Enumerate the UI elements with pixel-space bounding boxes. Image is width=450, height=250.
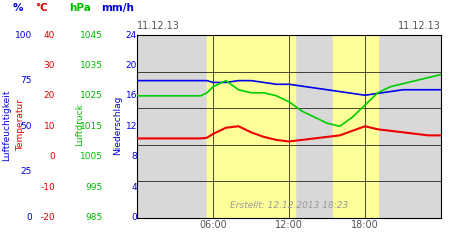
Text: 24: 24 bbox=[126, 30, 137, 40]
Text: 30: 30 bbox=[44, 61, 55, 70]
Text: 20: 20 bbox=[44, 91, 55, 100]
Text: 1035: 1035 bbox=[80, 61, 103, 70]
Text: 10: 10 bbox=[44, 122, 55, 131]
Text: %: % bbox=[13, 3, 23, 13]
Text: hPa: hPa bbox=[69, 3, 91, 13]
Text: 1045: 1045 bbox=[80, 30, 103, 40]
Text: 100: 100 bbox=[15, 30, 32, 40]
Text: 8: 8 bbox=[131, 152, 137, 161]
Text: 25: 25 bbox=[21, 168, 32, 176]
Bar bbox=[207, 35, 296, 218]
Text: 20: 20 bbox=[126, 61, 137, 70]
Text: 0: 0 bbox=[131, 213, 137, 222]
Text: Erstellt: 12.12.2013 18:23: Erstellt: 12.12.2013 18:23 bbox=[230, 201, 348, 210]
Text: °C: °C bbox=[36, 3, 49, 13]
Text: 995: 995 bbox=[86, 182, 103, 192]
Text: 11.12.13: 11.12.13 bbox=[398, 21, 441, 31]
Text: Niederschlag: Niederschlag bbox=[113, 95, 122, 155]
Text: 16: 16 bbox=[126, 91, 137, 100]
Text: 50: 50 bbox=[21, 122, 32, 131]
Text: 985: 985 bbox=[86, 213, 103, 222]
Text: 11.12.13: 11.12.13 bbox=[137, 21, 180, 31]
Text: 1015: 1015 bbox=[80, 122, 103, 131]
Text: 75: 75 bbox=[21, 76, 32, 85]
Text: Temperatur: Temperatur bbox=[17, 99, 26, 151]
Text: 4: 4 bbox=[131, 182, 137, 192]
Text: 1005: 1005 bbox=[80, 152, 103, 161]
Text: -20: -20 bbox=[40, 213, 55, 222]
Text: 12: 12 bbox=[126, 122, 137, 131]
Text: 0: 0 bbox=[49, 152, 55, 161]
Text: -10: -10 bbox=[40, 182, 55, 192]
Text: 0: 0 bbox=[26, 213, 32, 222]
Text: 40: 40 bbox=[44, 30, 55, 40]
Bar bbox=[333, 35, 378, 218]
Text: Luftfeuchtigkeit: Luftfeuchtigkeit bbox=[3, 89, 12, 161]
Text: 1025: 1025 bbox=[80, 91, 103, 100]
Text: Luftdruck: Luftdruck bbox=[76, 104, 85, 146]
Text: mm/h: mm/h bbox=[102, 3, 135, 13]
